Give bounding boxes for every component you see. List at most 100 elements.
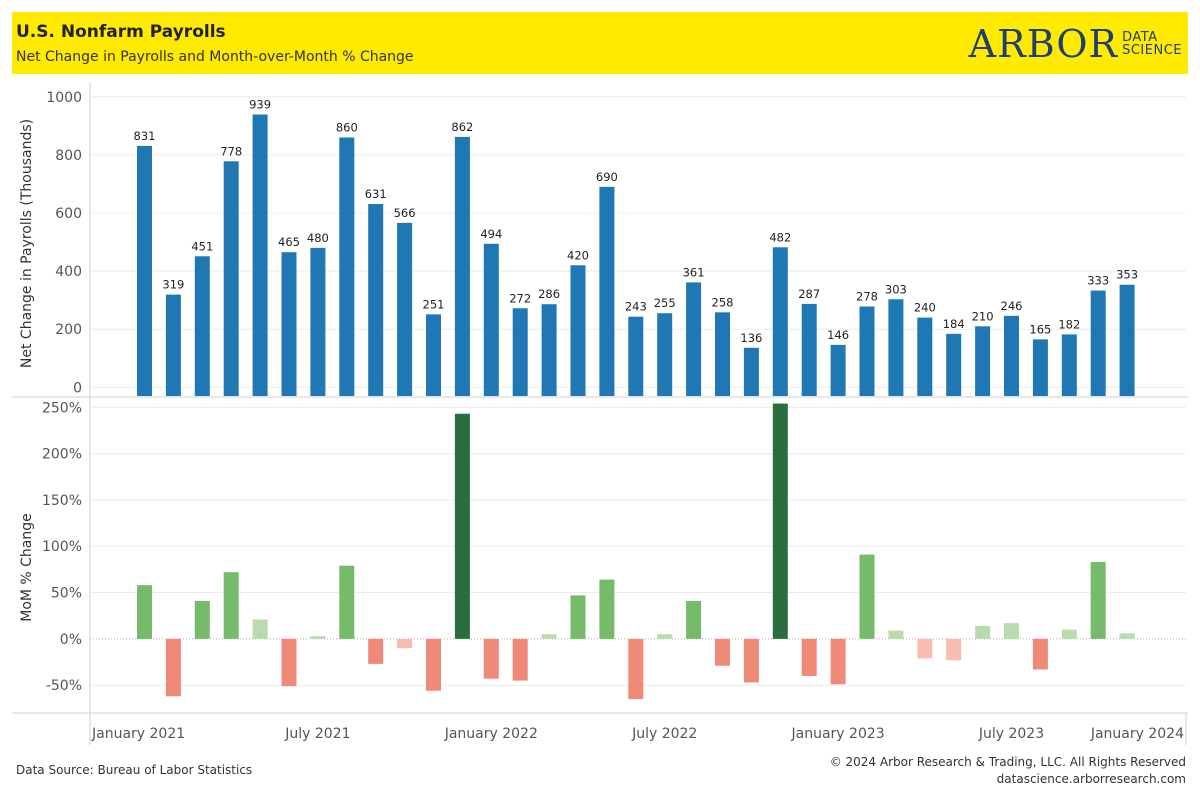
mom-change-bar <box>426 638 441 691</box>
payroll-data-label: 136 <box>740 331 762 345</box>
payroll-data-label: 451 <box>191 239 213 253</box>
payroll-data-label: 690 <box>596 170 618 184</box>
payroll-bar <box>830 344 846 396</box>
y-tick-label-bottom: 200% <box>42 447 82 463</box>
x-tick-label: January 2023 <box>791 726 885 742</box>
payroll-bar <box>628 316 644 396</box>
payroll-bar <box>223 161 239 396</box>
x-tick-label: January 2024 <box>1090 726 1184 742</box>
payroll-bar <box>194 256 210 396</box>
y-axis-title-top: Net Change in Payrolls (Thousands) <box>19 119 35 368</box>
logo-sub-line2: SCIENCE <box>1122 43 1182 58</box>
mom-change-bar <box>657 634 673 639</box>
payroll-data-label: 860 <box>336 120 358 134</box>
payroll-bar <box>599 186 615 396</box>
mom-change-bar <box>483 638 499 679</box>
payroll-bar <box>310 247 326 396</box>
mom-change-bar <box>715 638 730 666</box>
mom-change-bar <box>743 638 759 683</box>
payroll-data-label: 286 <box>538 287 560 301</box>
payroll-data-label: 333 <box>1087 274 1109 288</box>
mom-change-bar <box>252 619 268 639</box>
payroll-data-label: 278 <box>856 290 878 304</box>
payroll-bar <box>541 304 557 396</box>
header-banner: U.S. Nonfarm Payrolls Net Change in Payr… <box>12 12 1188 74</box>
logo-sub-line1: DATA <box>1122 30 1158 45</box>
y-tick-label-bottom: 100% <box>42 539 82 555</box>
arbor-logo: ARBOR DATA SCIENCE <box>969 22 1182 66</box>
payroll-bar <box>483 243 499 396</box>
mom-change-bar <box>281 638 297 687</box>
payroll-data-label: 319 <box>162 278 184 292</box>
mom-change-bar <box>1061 629 1077 639</box>
mom-change-bar <box>165 638 181 697</box>
x-tick-label: July 2023 <box>978 726 1044 742</box>
mom-change-bar <box>1090 561 1106 639</box>
payroll-data-label: 465 <box>278 235 300 249</box>
payroll-data-label: 494 <box>480 227 502 241</box>
mom-change-bar <box>599 579 615 639</box>
payroll-data-label: 939 <box>249 98 271 112</box>
payroll-bar <box>1090 290 1106 396</box>
payroll-bar <box>946 333 962 396</box>
payroll-bar <box>339 137 355 396</box>
mom-change-bar <box>686 600 702 639</box>
payroll-data-label: 480 <box>307 231 329 245</box>
data-source: Data Source: Bureau of Labor Statistics <box>16 763 253 777</box>
chart-subtitle: Net Change in Payrolls and Month-over-Mo… <box>16 49 414 65</box>
payroll-bar <box>686 282 702 396</box>
mom-change-bar <box>541 634 557 639</box>
mom-change-bar <box>888 630 904 639</box>
payroll-bar <box>772 247 788 396</box>
payroll-bar <box>281 252 297 396</box>
payroll-data-label: 258 <box>712 295 734 309</box>
mom-change-bar <box>1119 633 1135 639</box>
copyright-text: © 2024 Arbor Research & Trading, LLC. Al… <box>829 755 1186 769</box>
mom-change-bar <box>975 625 991 639</box>
mom-change-bar <box>917 638 933 659</box>
payroll-bar <box>888 299 904 396</box>
mom-change-bar <box>946 638 962 661</box>
payroll-data-label: 831 <box>134 129 156 143</box>
payroll-bar <box>137 145 152 396</box>
payroll-bar <box>252 114 268 397</box>
y-tick-label-bottom: 250% <box>42 400 82 416</box>
mom-change-bar <box>137 585 152 639</box>
payroll-data-label: 184 <box>943 317 965 331</box>
payroll-data-label: 631 <box>365 187 387 201</box>
payroll-bar <box>512 308 528 396</box>
x-tick-label: July 2021 <box>284 726 350 742</box>
payroll-bar <box>165 294 181 396</box>
mom-change-bar <box>1032 638 1048 670</box>
payroll-data-label: 287 <box>798 287 820 301</box>
mom-change-bar <box>801 638 817 676</box>
payroll-data-label: 353 <box>1116 268 1138 282</box>
y-tick-label-bottom: -50% <box>46 678 82 694</box>
payroll-data-label: 778 <box>220 144 242 158</box>
mom-change-bar <box>772 403 788 639</box>
mom-change-bar <box>859 554 875 639</box>
payroll-data-label: 566 <box>394 206 416 220</box>
payroll-bar <box>368 203 384 396</box>
x-tick-label: July 2022 <box>631 726 697 742</box>
mom-change-bar <box>339 565 355 639</box>
payroll-data-label: 182 <box>1058 317 1080 331</box>
payroll-data-label: 255 <box>654 296 676 310</box>
payroll-bar <box>454 136 470 396</box>
mom-change-bar <box>454 413 470 639</box>
y-tick-label-top: 1000 <box>46 90 82 106</box>
payroll-data-label: 243 <box>625 300 647 314</box>
payroll-data-label: 272 <box>509 291 531 305</box>
mom-change-bar <box>1004 623 1019 639</box>
website-link[interactable]: datascience.arborresearch.com <box>996 772 1186 786</box>
logo-sub-text: DATA SCIENCE <box>1122 31 1182 57</box>
mom-change-bar <box>368 638 384 664</box>
payroll-data-label: 862 <box>451 120 473 134</box>
payroll-data-label: 146 <box>827 328 849 342</box>
footer-credits: © 2024 Arbor Research & Trading, LLC. Al… <box>830 754 1186 788</box>
mom-change-bar <box>310 636 326 639</box>
mom-change-bar <box>194 600 210 639</box>
payroll-bar <box>1004 315 1019 396</box>
mom-change-bar <box>830 638 846 685</box>
payroll-data-label: 246 <box>1001 299 1023 313</box>
